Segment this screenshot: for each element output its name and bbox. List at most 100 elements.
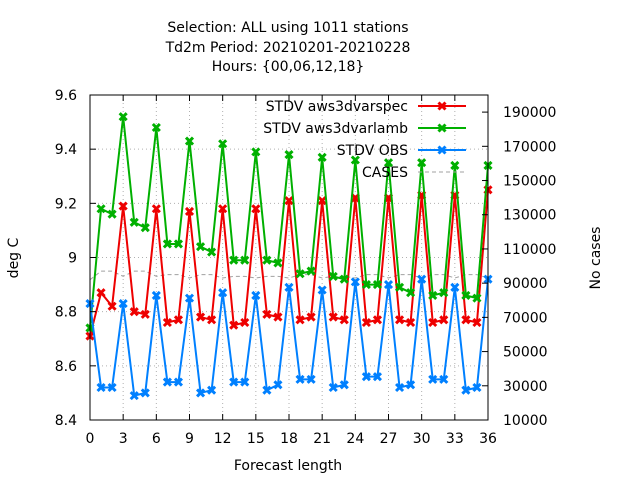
data-point	[229, 320, 239, 330]
data-point	[439, 288, 449, 298]
x-tick-label: 21	[313, 431, 331, 447]
marker-stroke	[394, 282, 405, 292]
data-point	[406, 288, 416, 298]
data-point	[284, 282, 294, 292]
marker-stroke	[437, 145, 447, 155]
marker-stroke	[394, 315, 405, 325]
y2-tick-label: 110000	[503, 242, 556, 258]
data-point	[317, 196, 327, 206]
data-point	[107, 382, 117, 393]
data-point	[428, 290, 438, 300]
marker-stroke	[339, 315, 349, 325]
data-point	[339, 274, 349, 284]
marker-stroke	[195, 312, 206, 322]
data-point	[129, 307, 139, 317]
marker-stroke	[450, 282, 460, 292]
marker-stroke	[140, 388, 150, 398]
marker-stroke	[306, 266, 316, 276]
marker-stroke	[295, 315, 305, 325]
data-point	[262, 255, 272, 265]
data-point	[162, 317, 172, 328]
data-point	[306, 374, 316, 384]
marker-stroke	[173, 377, 184, 387]
y2-tick-label: 50000	[503, 345, 548, 361]
data-point	[207, 385, 217, 395]
marker-stroke	[328, 271, 338, 282]
y-tick-label: 8.8	[55, 305, 77, 321]
data-point	[361, 317, 371, 328]
marker-stroke	[439, 374, 449, 384]
marker-stroke	[218, 288, 228, 298]
y-tick-label: 9.6	[55, 88, 77, 104]
marker-stroke	[118, 201, 128, 211]
data-point	[461, 385, 471, 395]
y-tick-label: 8.4	[55, 413, 77, 429]
marker-stroke	[328, 382, 338, 393]
data-point	[361, 280, 371, 290]
marker-stroke	[306, 312, 316, 322]
marker-stroke	[140, 309, 150, 319]
legend-item-stdv-aws3dvarspec: STDV aws3dvarspec	[266, 99, 466, 115]
y-tick-label: 8.6	[55, 359, 77, 375]
marker-stroke	[162, 317, 172, 328]
x-tick-label: 0	[86, 431, 95, 447]
title-line-3: Hours: {00,06,12,18}	[212, 59, 365, 75]
marker-stroke	[437, 123, 447, 133]
marker-stroke	[184, 206, 195, 217]
marker-stroke	[350, 277, 360, 287]
marker-stroke	[317, 285, 327, 295]
marker-stroke	[262, 255, 272, 265]
marker-stroke	[317, 196, 327, 206]
marker-stroke	[251, 147, 261, 157]
marker-stroke	[218, 204, 228, 214]
marker-stroke	[151, 122, 161, 133]
data-point	[184, 293, 195, 303]
x-tick-label: 24	[346, 431, 364, 447]
axis-ticks: 0 3 6 9 12 15 18 21 24 27 30 33 368.48.68.899.29.49.…	[55, 88, 557, 447]
marker-stroke	[284, 150, 294, 160]
data-point	[450, 160, 460, 170]
marker-stroke	[229, 255, 239, 265]
data-point	[207, 315, 217, 325]
marker-stroke	[439, 315, 449, 325]
marker-stroke	[195, 242, 206, 252]
legend-label: STDV aws3dvarlamb	[263, 121, 408, 137]
data-point	[417, 158, 427, 168]
data-point	[372, 315, 383, 325]
marker-stroke	[339, 274, 349, 284]
data-point	[328, 382, 338, 393]
marker-stroke	[317, 152, 327, 162]
x-tick-label: 33	[446, 431, 464, 447]
marker-stroke	[428, 317, 438, 328]
data-point	[218, 204, 228, 214]
x-tick-label: 36	[479, 431, 497, 447]
series-line	[89, 116, 489, 329]
y-tick-label: 9.4	[55, 142, 77, 158]
data-point	[184, 206, 195, 217]
y2-axis-label: No cases	[588, 227, 604, 290]
data-point	[450, 282, 460, 292]
marker-stroke	[251, 290, 261, 300]
marker-stroke	[461, 315, 471, 325]
y2-tick-label: 10000	[503, 413, 548, 429]
marker-stroke	[151, 204, 161, 214]
data-point	[394, 282, 405, 292]
marker-stroke	[439, 288, 449, 298]
data-point	[295, 315, 305, 325]
data-point	[417, 274, 427, 284]
marker-stroke	[361, 280, 371, 290]
marker-stroke	[383, 280, 394, 290]
marker-stroke	[284, 196, 294, 206]
marker-stroke	[372, 372, 383, 382]
marker-stroke	[361, 372, 371, 382]
data-point	[218, 288, 228, 298]
marker-stroke	[428, 290, 438, 300]
data-point	[195, 242, 206, 252]
data-point	[394, 382, 405, 393]
series-stdv-aws3dvarspec	[85, 185, 493, 341]
chart-title: Selection: ALL using 1011 stations Td2m …	[165, 20, 411, 75]
data-point	[306, 312, 316, 322]
y2-tick-label: 130000	[503, 208, 556, 224]
marker-stroke	[273, 380, 283, 390]
